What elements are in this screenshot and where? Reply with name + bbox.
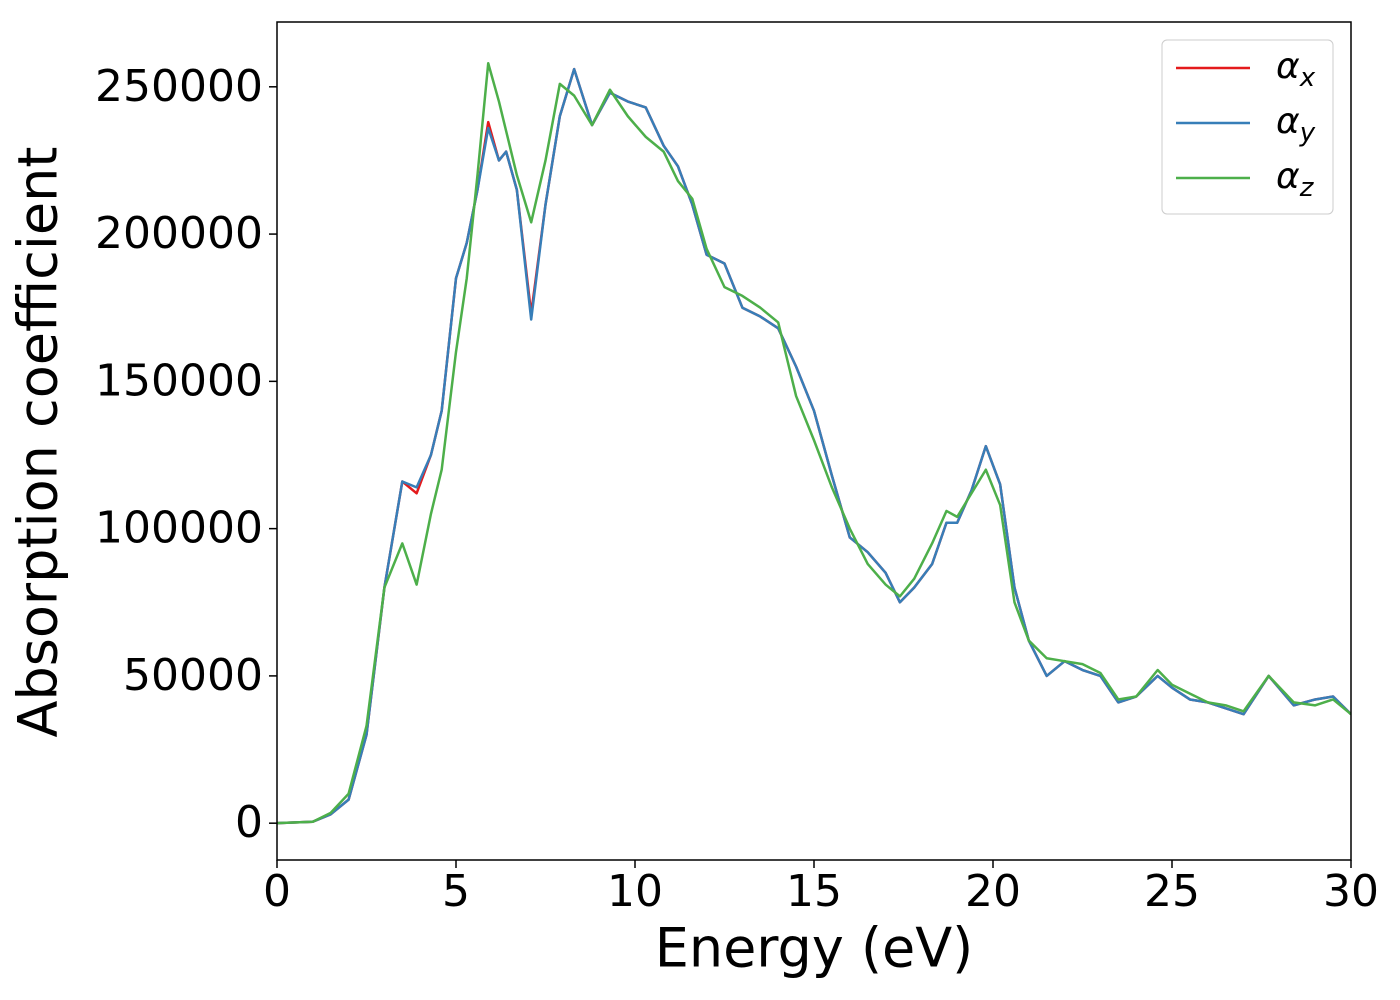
x-tick-label: 20 (965, 866, 1021, 917)
y-axis-label: Absorption coefficient (7, 147, 70, 738)
legend-label: αy (1276, 101, 1316, 148)
x-tick-label: 15 (786, 866, 842, 917)
x-axis-label: Energy (eV) (655, 917, 974, 980)
y-tick-label: 250000 (95, 61, 263, 112)
x-tick-label: 0 (263, 866, 291, 917)
series-line (277, 61, 1351, 825)
y-tick-label: 150000 (95, 355, 263, 406)
x-tick-label: 30 (1323, 866, 1379, 917)
y-tick-label: 100000 (95, 503, 263, 554)
y-tick-label: 50000 (123, 650, 263, 701)
legend-label: αz (1276, 156, 1315, 203)
y-tick-label: 200000 (95, 208, 263, 259)
legend-label: αx (1276, 46, 1316, 93)
x-tick-label: 25 (1144, 866, 1200, 917)
y-tick-label: 0 (235, 797, 263, 848)
x-tick-label: 5 (442, 866, 470, 917)
plot-frame (276, 21, 1352, 861)
legend-box (1161, 39, 1334, 215)
x-tick-label: 10 (607, 866, 663, 917)
